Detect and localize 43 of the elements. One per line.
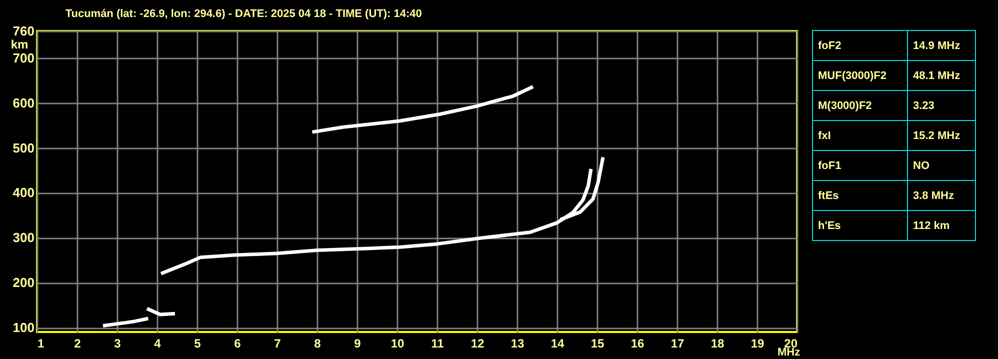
x-tick-label: 15 [590,336,604,350]
text: 3.23 [913,100,934,112]
x-tick-label: 12 [470,336,484,350]
y-tick-label: 400 [12,185,34,200]
text: 112 km [913,220,950,232]
text: 3.8 MHz [913,190,954,202]
x-tick-label: 11 [431,336,444,350]
x-tick-label: 9 [354,336,362,350]
x-tick-label: 13 [510,336,524,350]
x-tick-label: 2 [74,336,82,350]
y-tick-label: 100 [12,320,34,336]
y-tick-label: 760 [12,24,34,38]
text: 15.2 MHz [913,130,960,142]
x-tick-label: 4 [154,336,162,350]
y-tick-label: 600 [12,95,34,110]
category-label: ftEs [812,180,908,210]
y-tick-label: 200 [12,275,34,290]
text: NO [913,160,930,172]
x-tick-label: 8 [314,336,322,350]
chart-title: Tucumán (lat: -26.9, lon: 294.6) - DATE: 2025 04 18 - TIME (UT): 14:40 [65,8,422,20]
x-tick-label: 3 [114,336,122,350]
x-tick-label: 18 [710,336,724,350]
x-tick-label: 17 [670,336,684,350]
x-tick-label: 16 [630,336,644,350]
text: 14.9 MHz [913,40,960,52]
y-tick-label: 700 [12,50,34,66]
category-label: MUF(3000)F2 [812,60,908,90]
x-tick-label: 14 [550,336,564,350]
x-tick-label: 1 [38,336,44,350]
x-tick-label: 10 [390,336,404,350]
x-tick-label: 7 [274,336,282,350]
category-label: M(3000)F2 [812,90,908,120]
category-label: foF1 [812,150,908,180]
category-label: h'Es [812,210,908,240]
text: 48.1 MHz [913,70,960,82]
y-axis-title: km [10,38,28,52]
x-tick-label: 19 [750,336,764,350]
y-tick-label: 500 [12,140,34,156]
category-label: fxI [812,120,908,150]
x-tick-label: 5 [194,336,202,350]
x-tick-label: 6 [234,336,242,350]
category-label: foF2 [812,30,908,60]
y-tick-label: 300 [12,230,34,246]
